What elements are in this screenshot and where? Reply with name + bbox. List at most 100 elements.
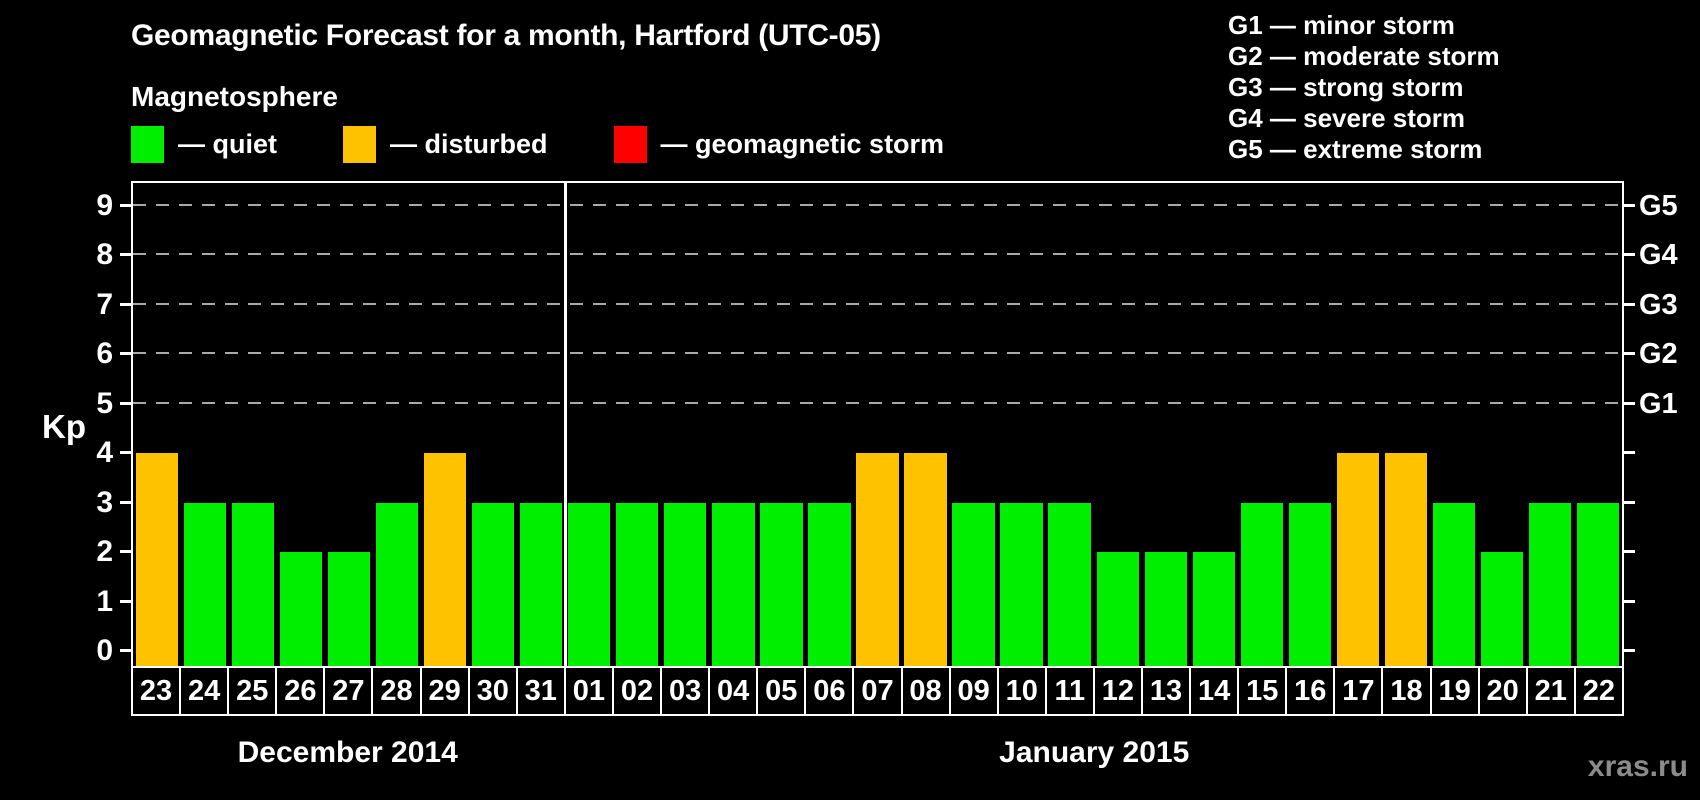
kp-bar-day-03 bbox=[664, 502, 707, 666]
kp-bar-day-22 bbox=[1576, 502, 1620, 666]
day-label-29: 29 bbox=[419, 666, 470, 716]
magnetosphere-legend: — quiet — disturbed — geomagnetic storm bbox=[131, 126, 944, 163]
gridline-kp9 bbox=[133, 203, 1622, 206]
kp-bar-day-02 bbox=[616, 502, 659, 666]
bar-column-05 bbox=[757, 183, 805, 666]
day-label-18: 18 bbox=[1381, 666, 1432, 716]
day-label-22: 22 bbox=[1573, 666, 1624, 716]
g-scale-line-5: G5 — extreme storm bbox=[1228, 134, 1483, 164]
kp-bar-day-09 bbox=[952, 502, 995, 666]
chart-title: Geomagnetic Forecast for a month, Hartfo… bbox=[131, 19, 881, 52]
right-axis-label-g2: G2 bbox=[1639, 338, 1678, 370]
watermark: xras.ru bbox=[1587, 750, 1688, 783]
day-label-25: 25 bbox=[227, 666, 278, 716]
bar-column-15 bbox=[1238, 183, 1286, 666]
right-tick-3 bbox=[1624, 500, 1635, 504]
bar-column-10 bbox=[998, 183, 1046, 666]
bar-column-12 bbox=[1094, 183, 1142, 666]
bar-column-16 bbox=[1286, 183, 1334, 666]
day-label-10: 10 bbox=[996, 666, 1047, 716]
right-tick-2 bbox=[1624, 550, 1635, 553]
left-tick-6 bbox=[120, 352, 131, 355]
right-axis-label-g4: G4 bbox=[1639, 239, 1678, 271]
day-label-02: 02 bbox=[611, 666, 663, 716]
g-scale-legend: G1 — minor storm G2 — moderate storm G3 — … bbox=[1228, 10, 1500, 165]
bar-column-01 bbox=[565, 183, 613, 666]
bar-column-09 bbox=[950, 183, 998, 666]
kp-bar-day-11 bbox=[1048, 502, 1091, 666]
kp-bar-day-12 bbox=[1096, 552, 1139, 666]
legend-label-disturbed: — disturbed bbox=[390, 129, 548, 159]
right-tick-8 bbox=[1624, 253, 1635, 256]
bars-container bbox=[133, 183, 1622, 666]
day-label-15: 15 bbox=[1237, 666, 1288, 716]
y-tick-label-0: 0 bbox=[96, 634, 113, 667]
kp-bar-day-19 bbox=[1432, 502, 1475, 666]
kp-bar-day-18 bbox=[1384, 453, 1427, 666]
gridline-kp8 bbox=[133, 253, 1622, 255]
day-label-05: 05 bbox=[756, 666, 807, 716]
bar-column-21 bbox=[1526, 183, 1574, 666]
day-label-16: 16 bbox=[1285, 666, 1336, 716]
left-tick-3 bbox=[120, 500, 131, 504]
legend-swatch-disturbed bbox=[343, 126, 376, 163]
day-label-04: 04 bbox=[708, 666, 759, 716]
kp-bar-day-30 bbox=[472, 502, 515, 666]
legend-label-quiet: — quiet bbox=[178, 129, 277, 159]
g-scale-line-2: G2 — moderate storm bbox=[1228, 41, 1500, 71]
y-tick-label-9: 9 bbox=[96, 188, 113, 222]
day-label-08: 08 bbox=[900, 666, 951, 716]
bar-column-28 bbox=[373, 183, 421, 666]
y-tick-label-8: 8 bbox=[96, 238, 113, 271]
kp-bar-day-10 bbox=[1000, 502, 1043, 666]
kp-bar-day-23 bbox=[135, 453, 179, 666]
kp-bar-day-26 bbox=[279, 552, 323, 666]
y-tick-label-6: 6 bbox=[96, 337, 113, 370]
kp-bar-day-05 bbox=[760, 502, 803, 666]
bar-column-02 bbox=[613, 183, 661, 666]
day-label-09: 09 bbox=[948, 666, 999, 716]
kp-bar-day-27 bbox=[328, 552, 371, 666]
y-tick-label-1: 1 bbox=[96, 584, 113, 618]
month-divider-line bbox=[564, 183, 568, 666]
y-axis-label: Kp bbox=[42, 408, 86, 445]
day-label-30: 30 bbox=[467, 666, 518, 716]
kp-bar-day-29 bbox=[424, 453, 467, 666]
kp-bar-day-15 bbox=[1240, 502, 1283, 666]
left-tick-7 bbox=[120, 302, 131, 306]
kp-bar-day-20 bbox=[1480, 552, 1524, 666]
month-label-january: January 2015 bbox=[999, 736, 1190, 769]
bar-column-27 bbox=[325, 183, 373, 666]
gridline-kp5 bbox=[133, 401, 1622, 404]
bar-column-14 bbox=[1190, 183, 1238, 666]
bar-column-22 bbox=[1574, 183, 1622, 666]
day-label-31: 31 bbox=[515, 666, 566, 716]
day-label-11: 11 bbox=[1044, 666, 1095, 716]
bar-column-08 bbox=[902, 183, 950, 666]
right-tick-4 bbox=[1624, 451, 1635, 454]
kp-bar-day-21 bbox=[1528, 502, 1572, 666]
gridline-kp6 bbox=[133, 352, 1622, 354]
y-tick-label-3: 3 bbox=[96, 485, 113, 519]
kp-bar-day-07 bbox=[856, 453, 899, 666]
bar-column-06 bbox=[805, 183, 853, 666]
x-axis-day-labels: 23 24 25 26 27 28 29 30 31 01 02 03 04 05 06 07 08 09 10 11… bbox=[131, 666, 1624, 716]
right-axis-label-g1: G1 bbox=[1639, 387, 1678, 420]
day-label-17: 17 bbox=[1333, 666, 1384, 716]
legend-item-disturbed: — disturbed bbox=[343, 126, 548, 163]
right-tick-9 bbox=[1624, 203, 1635, 207]
legend-swatch-storm bbox=[613, 126, 647, 163]
kp-bar-day-24 bbox=[183, 502, 227, 666]
plot-area: 0 1 2 3 4 5 6 7 8 9 G1 G2 G3 G4 G5 bbox=[96, 181, 1678, 668]
month-label-december: December 2014 bbox=[237, 736, 458, 769]
y-tick-label-5: 5 bbox=[96, 386, 113, 420]
kp-bar-day-28 bbox=[376, 502, 419, 666]
day-label-14: 14 bbox=[1189, 666, 1240, 716]
bar-column-04 bbox=[709, 183, 757, 666]
kp-bar-day-01 bbox=[568, 502, 611, 666]
right-axis-label-g5: G5 bbox=[1639, 189, 1678, 222]
legend-item-quiet: — quiet bbox=[131, 126, 277, 163]
kp-bar-day-31 bbox=[520, 502, 563, 666]
bar-column-29 bbox=[421, 183, 469, 666]
kp-bar-day-25 bbox=[231, 502, 275, 666]
